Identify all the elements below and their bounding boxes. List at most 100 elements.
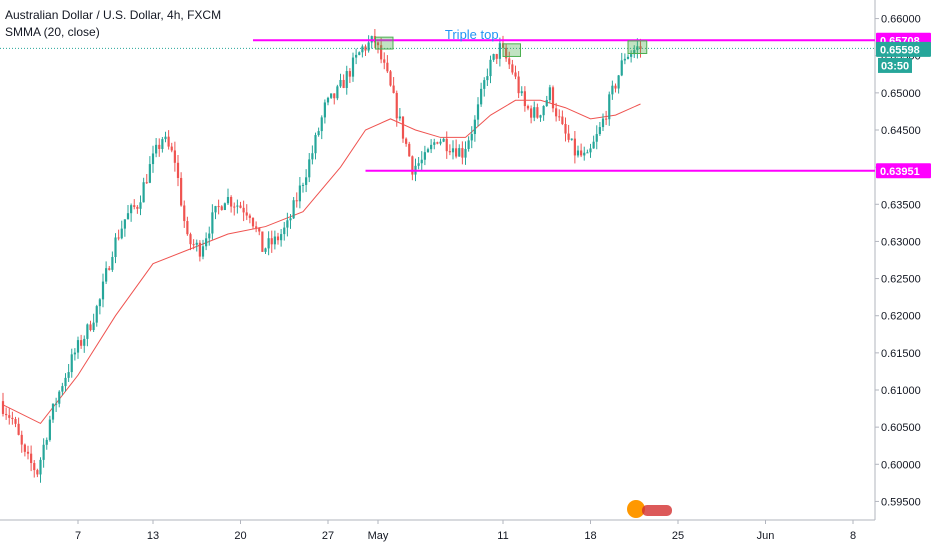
candle-body [5, 413, 8, 416]
candle-body [158, 144, 161, 149]
candle-body [95, 306, 98, 323]
candle-body [558, 116, 561, 118]
smma-path [2, 99, 641, 425]
candle-body [561, 116, 564, 125]
top-box[interactable] [627, 40, 648, 54]
candle-body [76, 340, 80, 353]
candle-body [48, 419, 51, 440]
candle-body [245, 212, 248, 216]
candle-body [464, 148, 467, 158]
support-price-tag-bg [876, 163, 931, 179]
y-tick-label: 0.66000 [881, 14, 921, 26]
candle-body [526, 106, 530, 109]
candle-body [498, 43, 501, 59]
y-tick-label: 0.59500 [881, 496, 921, 508]
candle-body [595, 134, 598, 142]
time-axis[interactable]: 7 13 20 27 May 11 18 25 Jun 8 [75, 520, 856, 542]
candle-body [361, 46, 364, 53]
x-tick-label: 7 [75, 530, 81, 542]
candle-body [139, 202, 142, 209]
candle-body [80, 340, 83, 346]
y-tick-label: 0.63500 [881, 199, 921, 211]
candle-body [564, 124, 567, 134]
candle-body [8, 415, 11, 418]
candle-body [586, 152, 589, 154]
candle-body [320, 117, 323, 132]
legend: Australian Dollar / U.S. Dollar, 4h, FXC… [5, 7, 221, 41]
price-axis[interactable]: 0.660000.655000.650000.645000.640000.635… [875, 14, 921, 509]
candle-body [426, 149, 430, 153]
candle-body [233, 206, 236, 208]
candle-body [317, 131, 320, 136]
candle-body [605, 118, 608, 120]
candle-body [386, 62, 389, 72]
candle-body [598, 127, 601, 135]
levels [0, 39, 875, 172]
symbol-title[interactable]: Australian Dollar / U.S. Dollar, 4h, FXC… [5, 8, 222, 22]
top-box[interactable] [502, 43, 521, 57]
candle-body [123, 219, 126, 229]
candle-body [308, 159, 311, 178]
candle-body [205, 238, 208, 247]
current-price-tag: 0.65598 [880, 44, 920, 56]
candle-body [620, 60, 623, 76]
candle-body [389, 71, 392, 86]
candle-body [17, 423, 20, 435]
x-tick-label: Jun [757, 530, 775, 542]
candle-body [161, 139, 164, 149]
candle-body [201, 246, 205, 257]
x-tick-label: 8 [850, 530, 856, 542]
top-box[interactable] [375, 36, 394, 50]
candle-body [208, 233, 211, 239]
indicator-label[interactable]: SMMA (20, close) [5, 25, 100, 39]
candle-body [248, 215, 251, 218]
x-tick-label: 27 [322, 530, 334, 542]
candle-body [258, 227, 261, 232]
candle-body [451, 148, 455, 153]
candle-body [217, 206, 220, 208]
candle-body [442, 138, 445, 142]
candle-body [251, 217, 255, 227]
support-price-tag: 0.63951 [880, 166, 920, 178]
candle-body [383, 59, 386, 63]
candle-body [433, 142, 436, 145]
x-tick-label: May [368, 530, 389, 542]
candle-body [148, 164, 151, 183]
candle-body [520, 91, 523, 94]
candle-body [55, 403, 58, 405]
candle-body [236, 205, 239, 207]
y-tick-label: 0.63000 [881, 236, 921, 248]
candle-body [242, 207, 245, 213]
candle-body [298, 185, 301, 202]
candle-body [476, 104, 480, 120]
candle-body [439, 141, 442, 144]
candle-body [517, 76, 520, 94]
y-tick-label: 0.65000 [881, 88, 921, 100]
candle-body [567, 133, 570, 140]
candle-body [223, 203, 226, 210]
candle-body [220, 206, 223, 210]
candle-body [508, 58, 511, 65]
candle-body [589, 148, 592, 153]
candle-body [133, 205, 136, 207]
candle-body [267, 238, 270, 249]
candle-body [145, 182, 148, 184]
candle-body [192, 244, 195, 246]
candle-body [542, 106, 545, 116]
candle-body [348, 71, 351, 77]
tradingview-logo[interactable] [627, 500, 672, 518]
grid [0, 0, 876, 521]
candle-body [108, 268, 111, 270]
candle-body [351, 57, 355, 77]
candle-body [264, 248, 267, 252]
candle-body [86, 324, 89, 339]
candle-body [580, 150, 583, 156]
candle-body [583, 152, 586, 156]
candle-body [36, 470, 39, 475]
candle-body [286, 220, 289, 228]
candle-body [326, 97, 330, 103]
candle-body [405, 138, 408, 144]
candle-body [483, 80, 486, 89]
